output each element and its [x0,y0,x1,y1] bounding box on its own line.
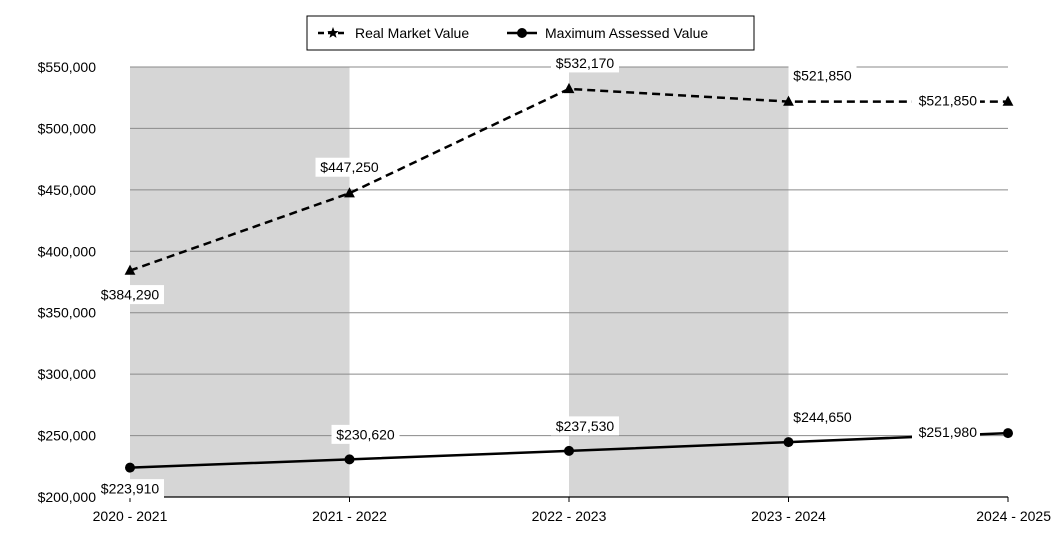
x-tick-label: 2022 - 2023 [532,508,607,524]
data-label: $521,850 [919,93,978,109]
y-tick-label: $400,000 [38,243,97,259]
data-label: $384,290 [101,287,160,303]
y-axis-ticks: $200,000 $250,000 $300,000 $350,000 $400,000… [38,59,97,505]
legend-marker-real [327,27,339,38]
data-label-box [551,53,619,73]
x-axis-ticks: 2020 - 2021 2021 - 2022 2022 - 2023 2023 - … [93,497,1051,524]
data-label-box [331,424,400,444]
data-label-box [551,416,619,436]
y-tick-label: $500,000 [38,120,97,136]
data-label-box [96,479,164,499]
legend-label-max: Maximum Assessed Value [545,25,708,41]
y-tick-label: $200,000 [38,489,97,505]
legend-marker-max [517,28,527,38]
marker-point [1002,95,1014,106]
series-lines [124,82,1014,473]
data-label-box [788,66,857,86]
background-bands [130,67,789,497]
gridlines [130,66,1008,437]
marker-point [783,95,794,106]
x-tick-label: 2020 - 2021 [93,508,168,524]
data-label-box [912,91,980,111]
data-label: $223,910 [101,481,160,497]
x-tick-label: 2021 - 2022 [312,508,387,524]
band-0 [130,67,350,497]
y-tick-label: $250,000 [38,428,97,444]
marker-point [344,454,355,465]
marker-point [783,437,794,448]
data-label: $230,620 [336,426,395,442]
marker-point [1003,428,1013,439]
data-label: $532,170 [556,55,615,71]
data-label: $244,650 [793,409,852,425]
data-label: $251,980 [919,424,978,440]
data-label: $447,250 [320,159,379,175]
data-label: $237,530 [556,418,615,434]
marker-point [564,445,574,456]
marker-point [563,82,575,94]
y-tick-label: $300,000 [38,366,97,382]
legend-box [306,15,755,51]
data-labels: $384,290 $447,250 $532,170 $521,850 $521,850… [96,53,980,499]
marker-point [125,462,135,473]
legend-label-real: Real Market Value [355,25,469,41]
marker-point [124,264,136,275]
x-tick-label: 2023 - 2024 [751,508,826,524]
marker-point [344,187,355,198]
y-tick-label: $350,000 [38,305,97,321]
x-tick-label: 2024 - 2025 [976,508,1051,524]
data-label: $521,850 [793,68,852,84]
data-label-box [315,157,384,177]
y-tick-label: $550,000 [38,59,97,75]
legend: Real Market Value Maximum Assessed Value [306,15,755,51]
data-label-box [788,407,857,427]
y-tick-label: $450,000 [38,182,97,198]
data-label-box [96,285,164,305]
data-label-box [912,422,980,442]
